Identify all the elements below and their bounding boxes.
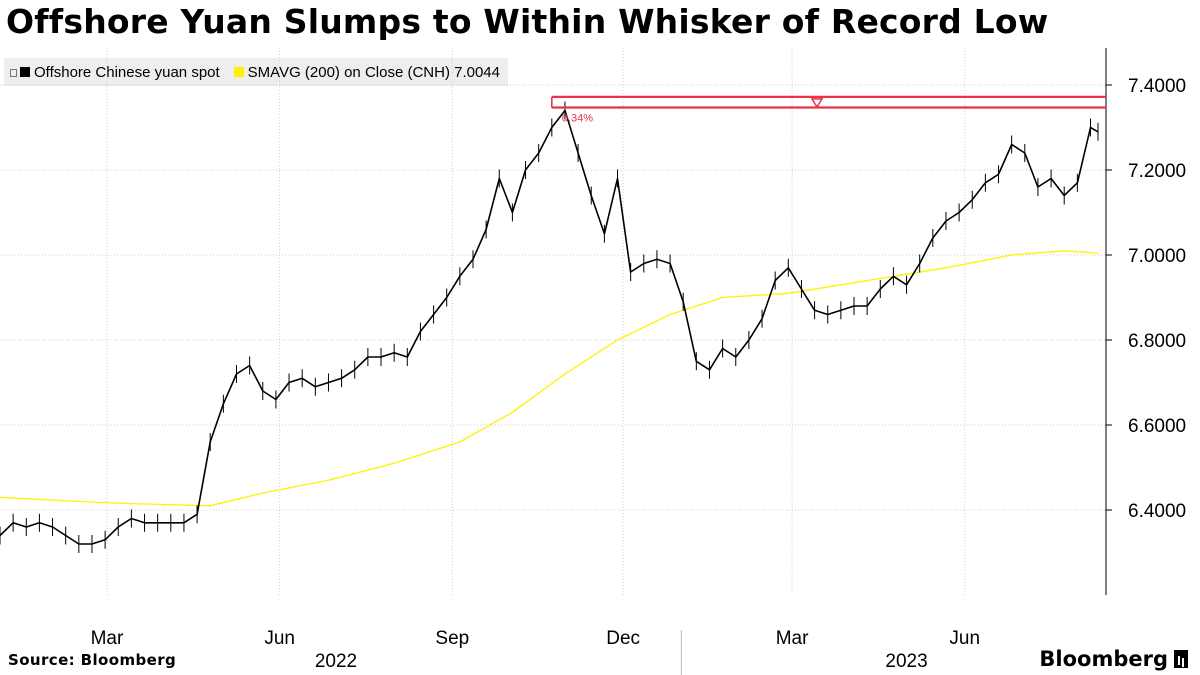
y-tick-label: 7.0000 (1128, 246, 1186, 267)
terminal-icon (1174, 650, 1188, 668)
expand-icon[interactable] (10, 69, 17, 77)
y-tick-label: 7.4000 (1128, 76, 1186, 97)
x-tick-label: Dec (606, 628, 640, 649)
x-tick-label: Mar (91, 628, 124, 649)
gridlines (0, 48, 1106, 675)
chart-title: Offshore Yuan Slumps to Within Whisker o… (6, 2, 1049, 41)
y-tick-marks (1106, 84, 1112, 511)
legend-spot-label: Offshore Chinese yuan spot (34, 63, 220, 81)
y-tick-label: 6.6000 (1128, 416, 1186, 437)
legend: Offshore Chinese yuan spot SMAVG (200) o… (4, 58, 508, 86)
year-label: 2023 (885, 651, 927, 672)
legend-item-sma[interactable]: SMAVG (200) on Close (CNH) 7.0044 (233, 63, 500, 81)
y-tick-labels: 7.4000 7.2000 7.0000 6.8000 6.6000 6.400… (1128, 76, 1186, 522)
x-tick-label: Sep (435, 628, 469, 649)
x-tick-labels: Mar Jun Sep Dec Mar Jun (91, 628, 980, 649)
spot-swatch-icon (20, 67, 30, 77)
reference-lines (551, 95, 1106, 109)
year-label: 2022 (315, 651, 357, 672)
legend-item-spot[interactable]: Offshore Chinese yuan spot (10, 64, 220, 81)
down-triangle-icon (810, 98, 824, 109)
brand-name: Bloomberg (1039, 647, 1168, 671)
spot-line (0, 109, 1099, 545)
brand-logo: Bloomberg (1039, 647, 1188, 671)
x-tick-label: Jun (949, 628, 980, 649)
x-tick-label: Jun (264, 628, 295, 649)
annotation-label: 0.34% (562, 113, 593, 125)
sma-swatch-icon (233, 67, 244, 77)
x-tick-label: Mar (776, 628, 809, 649)
legend-sma-label: SMAVG (200) on Close (CNH) 7.0044 (247, 63, 500, 81)
sma-line (0, 250, 1099, 507)
y-tick-label: 6.8000 (1128, 331, 1186, 352)
x-year-labels: 2022 2023 (315, 651, 928, 672)
series-layer (0, 101, 1099, 553)
y-tick-label: 6.4000 (1128, 501, 1186, 522)
source-note: Source: Bloomberg (8, 651, 177, 669)
y-tick-label: 7.2000 (1128, 161, 1186, 182)
